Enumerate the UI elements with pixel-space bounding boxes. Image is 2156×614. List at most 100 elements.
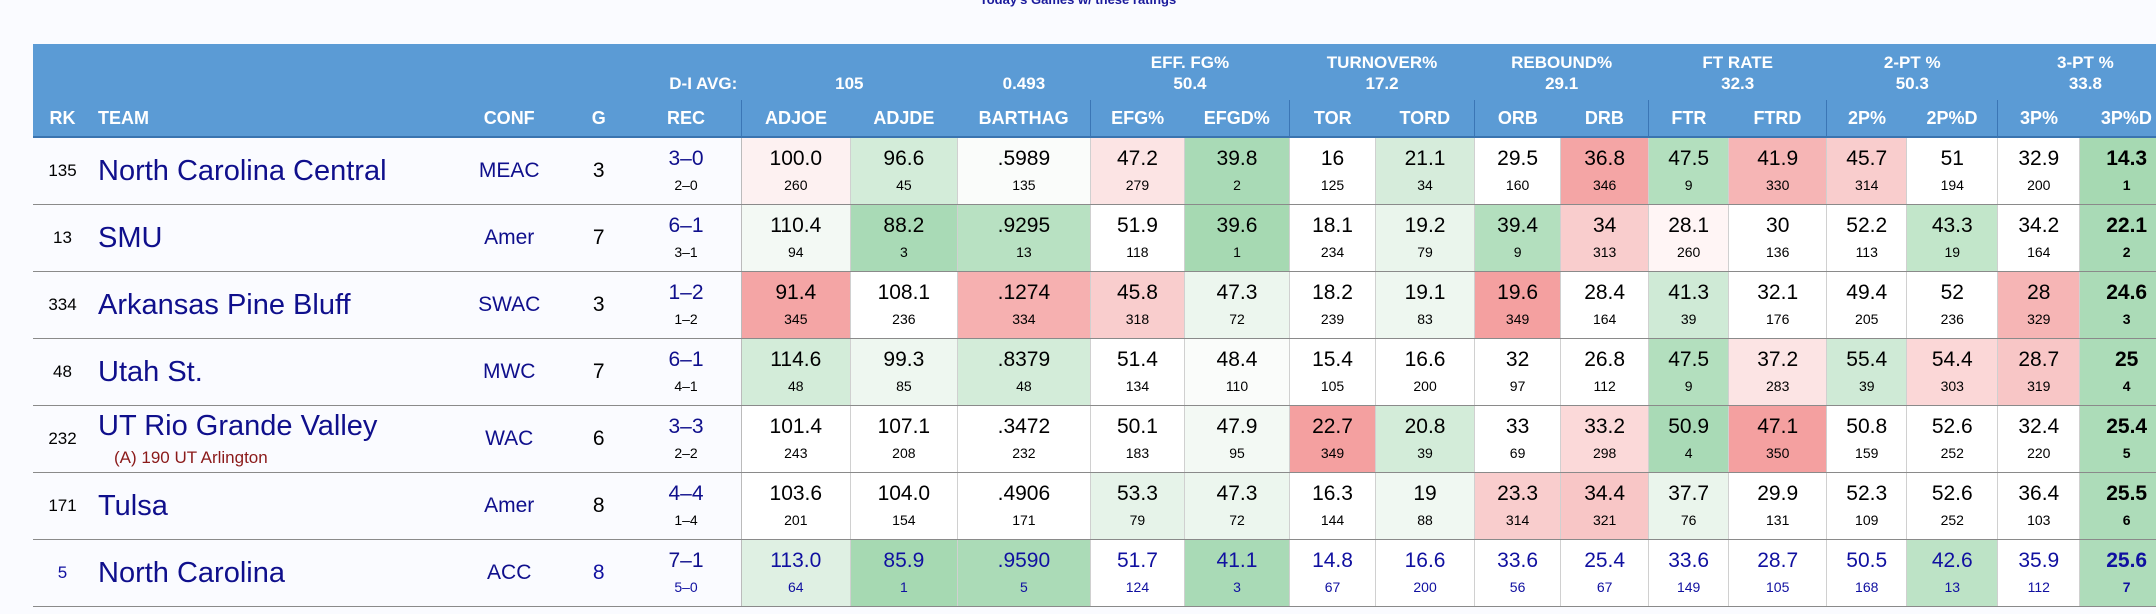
col-adjoe[interactable]: ADJOE xyxy=(741,100,851,138)
stat-rank: 194 xyxy=(1940,177,1964,193)
col-adjde[interactable]: ADJDE xyxy=(850,100,958,138)
stat-rank: 4 xyxy=(2122,378,2131,394)
stat-value: 29.9 xyxy=(1757,482,1799,505)
todays-games-link[interactable]: Today's Games w/ these ratings xyxy=(0,0,2156,10)
stat-barthag: .4906 171 xyxy=(956,472,1091,540)
stat-tor: 18.1 234 xyxy=(1288,204,1376,272)
stat-rank: 7 xyxy=(2122,579,2131,595)
table-row: 232 UT Rio Grande Valley (A) 190 UT Arling… xyxy=(33,405,2156,473)
col-ftrd[interactable]: FTRD xyxy=(1728,100,1828,138)
stat-value: 32 xyxy=(1505,348,1530,371)
conference-link[interactable]: Amer xyxy=(452,472,567,540)
stat-rank: 205 xyxy=(1855,311,1879,327)
stat-3p: 32.4 220 xyxy=(1997,405,2080,473)
team-link[interactable]: North Carolina Central xyxy=(98,155,387,187)
stat-rank: 72 xyxy=(1229,311,1245,327)
stat-tord: 20.8 39 xyxy=(1375,405,1475,473)
stat-rank: 349 xyxy=(1505,311,1530,327)
record-link[interactable]: 4–4 xyxy=(668,482,704,505)
stat-rank: 1 xyxy=(1233,244,1241,260)
team-link[interactable]: Arkansas Pine Bluff xyxy=(98,289,351,321)
stat-rank: 149 xyxy=(1676,579,1701,595)
team-cell: North Carolina xyxy=(92,539,453,607)
stat-value: 107.1 xyxy=(877,415,931,438)
stat-value: 21.1 xyxy=(1404,147,1446,170)
col-rk[interactable]: RK xyxy=(33,100,93,138)
record-link[interactable]: 3–0 xyxy=(668,147,704,170)
col-barthag[interactable]: BARTHAG xyxy=(957,100,1091,138)
stat-value: 34.2 xyxy=(2018,214,2060,237)
col-team[interactable]: TEAM xyxy=(92,100,453,138)
stat-rank: 45 xyxy=(896,177,912,193)
col-orb[interactable]: ORB xyxy=(1474,100,1561,138)
stat-2pd: 52 236 xyxy=(1906,271,1998,339)
stat-value: 24.6 xyxy=(2106,281,2148,304)
col-g[interactable]: G xyxy=(566,100,632,138)
conference-link[interactable]: Amer xyxy=(452,204,567,272)
stat-value: 51.9 xyxy=(1117,214,1158,237)
col-efgd[interactable]: EFGD% xyxy=(1184,100,1291,138)
stat-adjoe: 114.6 48 xyxy=(740,338,851,406)
stat-rank: 136 xyxy=(1766,244,1790,260)
stat-adjde: 96.6 45 xyxy=(849,137,958,205)
stat-value: 32.4 xyxy=(2018,415,2060,438)
col-efg[interactable]: EFG% xyxy=(1090,100,1185,138)
team-link[interactable]: Utah St. xyxy=(98,356,203,388)
conference-link[interactable]: MWC xyxy=(452,338,567,406)
col-conf[interactable]: CONF xyxy=(452,100,567,138)
record-link[interactable]: 6–1 xyxy=(668,214,704,237)
stat-value: 96.6 xyxy=(883,147,925,170)
stat-orb: 19.6 349 xyxy=(1474,271,1561,339)
stat-value: .9295 xyxy=(997,214,1051,237)
games-played: 7 xyxy=(566,204,632,272)
stat-rank: 56 xyxy=(1509,579,1526,595)
stat-value: 26.8 xyxy=(1584,348,1626,371)
stat-rank: 39 xyxy=(1858,378,1875,394)
team-link[interactable]: North Carolina xyxy=(98,557,285,589)
team-link[interactable]: Tulsa xyxy=(98,490,168,522)
conference-link[interactable]: SWAC xyxy=(452,271,567,339)
col-rec[interactable]: REC xyxy=(631,100,742,138)
stat-barthag: .3472 232 xyxy=(956,405,1091,473)
record-link[interactable]: 3–3 xyxy=(668,415,704,438)
stat-rank: 236 xyxy=(892,311,916,327)
stat-rank: 164 xyxy=(2027,244,2051,260)
record-link[interactable]: 1–2 xyxy=(668,281,704,304)
stat-value: 100.0 xyxy=(769,147,823,170)
stat-rank: 79 xyxy=(1129,512,1146,528)
record-link[interactable]: 7–1 xyxy=(668,549,704,572)
stat-tor: 22.7 349 xyxy=(1288,405,1376,473)
col-2pd[interactable]: 2P%D xyxy=(1906,100,1999,138)
stat-value: 25.5 xyxy=(2106,482,2148,505)
stat-value: 85.9 xyxy=(883,549,925,572)
record-cell: 6–1 3–1 xyxy=(631,204,742,272)
conference-record: 2–0 xyxy=(674,177,698,193)
col-ftr[interactable]: FTR xyxy=(1648,100,1729,138)
stat-rank: 9 xyxy=(1684,177,1693,193)
stat-rank: 97 xyxy=(1509,378,1526,394)
col-2p[interactable]: 2P% xyxy=(1826,100,1907,138)
team-link[interactable]: UT Rio Grande Valley xyxy=(98,410,378,442)
record-link[interactable]: 6–1 xyxy=(668,348,704,371)
stat-2pd: 52.6 252 xyxy=(1906,472,1998,540)
stat-adjoe: 101.4 243 xyxy=(740,405,851,473)
stat-rank: 144 xyxy=(1320,512,1345,528)
col-3pd[interactable]: 3P%D xyxy=(2079,100,2156,138)
col-3p[interactable]: 3P% xyxy=(1997,100,2080,138)
stat-value: 34 xyxy=(1592,214,1617,237)
stat-rank: 125 xyxy=(1320,177,1345,193)
stat-efg: 45.8 318 xyxy=(1089,271,1185,339)
team-link[interactable]: SMU xyxy=(98,222,163,254)
stat-tord: 19.2 79 xyxy=(1375,204,1475,272)
col-tord[interactable]: TORD xyxy=(1375,100,1476,138)
col-tor[interactable]: TOR xyxy=(1289,100,1376,138)
conference-link[interactable]: MEAC xyxy=(452,137,567,205)
next-game-note[interactable]: (A) 190 UT Arlington xyxy=(114,448,268,467)
conference-link[interactable]: WAC xyxy=(452,405,567,473)
col-drb[interactable]: DRB xyxy=(1560,100,1650,138)
stat-ftr: 47.5 9 xyxy=(1648,137,1729,205)
conference-link[interactable]: ACC xyxy=(452,539,567,607)
stat-value: 52 xyxy=(1940,281,1964,304)
stat-value: 16 xyxy=(1320,147,1345,170)
table-row: 171 Tulsa Amer 8 4–4 1–4 103.6 201 104.0 154.4906… xyxy=(33,472,2156,540)
